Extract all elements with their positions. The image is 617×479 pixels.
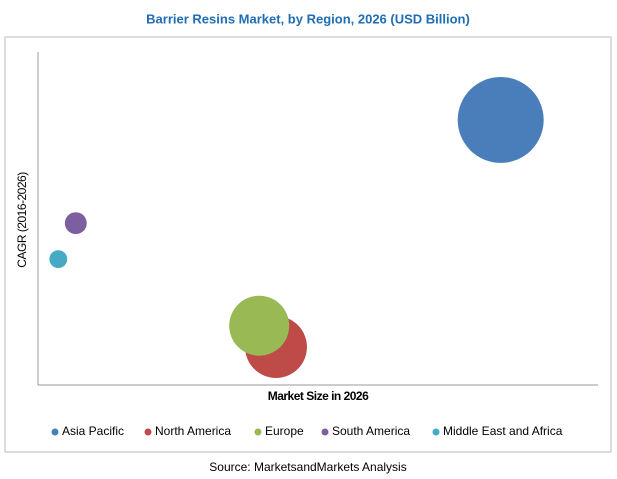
- legend-label: South America: [332, 424, 410, 438]
- chart-title: Barrier Resins Market, by Region, 2026 (…: [146, 11, 470, 26]
- chart-frame: [4, 36, 612, 453]
- bubble: [457, 76, 544, 163]
- legend-label: North America: [155, 424, 231, 438]
- x-axis-label: Market Size in 2026: [268, 389, 369, 403]
- legend-marker: [321, 428, 329, 436]
- legend-label: Middle East and Africa: [443, 424, 563, 438]
- bubble: [229, 295, 290, 356]
- y-axis-label: CAGR (2016-2026): [15, 172, 29, 268]
- legend-label: Europe: [265, 424, 304, 438]
- legend-marker: [432, 428, 440, 436]
- legend-marker: [254, 428, 262, 436]
- source-note: Source: MarketsandMarkets Analysis: [209, 460, 406, 474]
- bubble: [64, 212, 87, 235]
- legend-marker: [144, 428, 152, 436]
- legend-label: Asia Pacific: [62, 424, 124, 438]
- legend-marker: [51, 428, 59, 436]
- bubble: [49, 250, 68, 269]
